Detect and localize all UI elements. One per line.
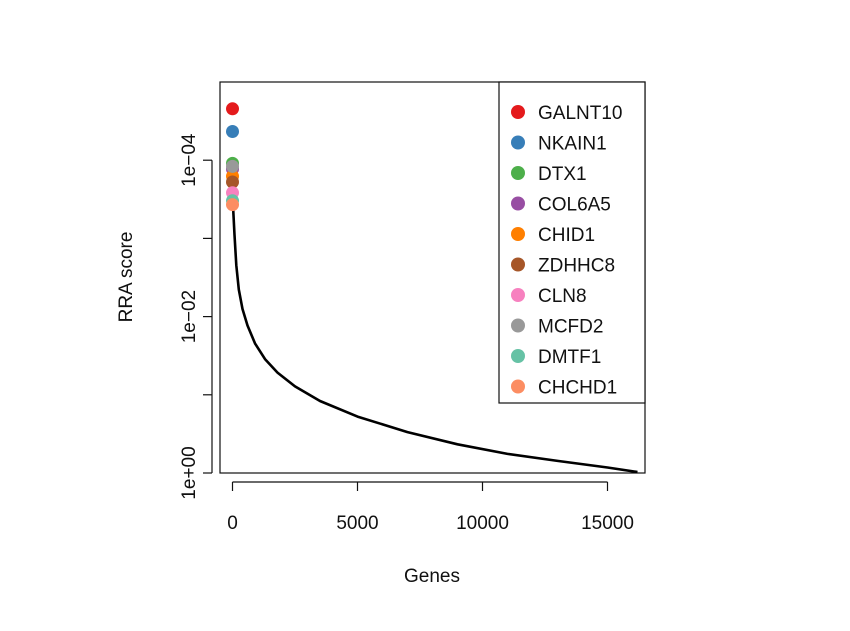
gene-point-galnt10	[226, 102, 239, 116]
legend-label-galnt10: GALNT10	[538, 103, 622, 124]
gene-point-nkain1	[226, 125, 239, 138]
y-axis-label: RRA score	[116, 232, 137, 323]
y-tick-label: 1e−04	[179, 133, 200, 187]
gene-point-zdhhc8	[226, 175, 239, 189]
legend-marker-mcfd2	[511, 318, 525, 333]
y-tick-label: 1e+00	[179, 446, 200, 499]
legend-label-chchd1: CHCHD1	[538, 378, 617, 399]
legend-marker-dmtf1	[511, 349, 525, 363]
legend-marker-galnt10	[511, 105, 525, 119]
gene-point-mcfd2	[226, 159, 239, 173]
gene-point-chchd1	[226, 198, 239, 212]
legend-marker-nkain1	[511, 135, 525, 150]
legend-label-mcfd2: MCFD2	[538, 317, 603, 338]
rra-score-curve	[231, 191, 638, 474]
legend-marker-chchd1	[511, 379, 525, 394]
legend-marker-dtx1	[511, 166, 525, 180]
x-tick-label: 0	[227, 513, 238, 534]
legend-marker-cln8	[511, 288, 525, 302]
x-tick-label: 15000	[581, 513, 634, 534]
legend-label-nkain1: NKAIN1	[538, 134, 607, 155]
x-tick-label: 10000	[456, 513, 509, 534]
legend-box	[498, 81, 646, 404]
legend-marker-col6a5	[511, 196, 525, 211]
x-axis-label: Genes	[404, 566, 460, 587]
legend-label-col6a5: COL6A5	[538, 195, 611, 216]
legend-label-cln8: CLN8	[538, 286, 587, 307]
x-tick-label: 5000	[336, 513, 378, 534]
legend-marker-zdhhc8	[511, 257, 525, 272]
y-tick-label: 1e−02	[179, 290, 200, 343]
legend-label-chid1: CHID1	[538, 225, 595, 246]
legend: GALNT10 NKAIN1 DTX1 COL6A5 CHID1 ZDHHC8 CLN8 MC…	[498, 81, 646, 404]
legend-label-zdhhc8: ZDHHC8	[538, 256, 615, 277]
legend-marker-chid1	[511, 227, 525, 241]
legend-label-dmtf1: DMTF1	[538, 347, 601, 368]
legend-label-dtx1: DTX1	[538, 164, 587, 185]
